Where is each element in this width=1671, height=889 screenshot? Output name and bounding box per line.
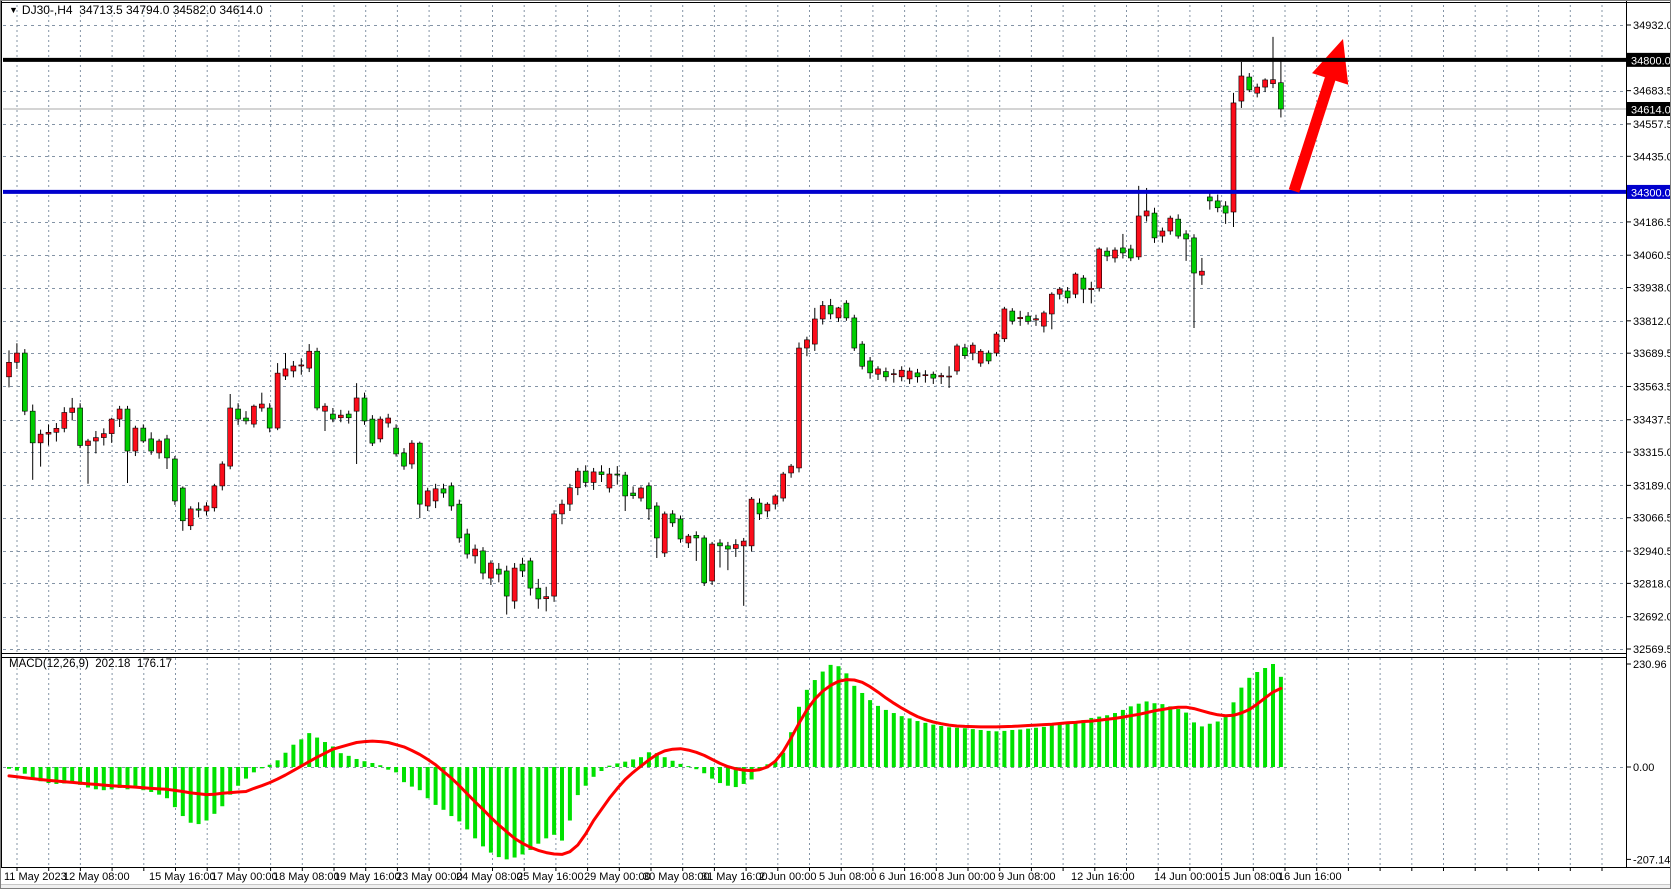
macd-indicator-label: MACD(12,26,9) 202.18 176.17	[9, 658, 172, 670]
svg-text:5 Jun 08:00: 5 Jun 08:00	[819, 871, 877, 883]
svg-text:11 May 2023: 11 May 2023	[4, 871, 67, 883]
svg-text:34435.0: 34435.0	[1633, 151, 1671, 163]
svg-text:-207.14: -207.14	[1633, 854, 1670, 866]
svg-text:23 May 00:00: 23 May 00:00	[396, 871, 463, 883]
svg-text:16 Jun 16:00: 16 Jun 16:00	[1278, 871, 1342, 883]
macd-name: MACD(12,26,9)	[9, 658, 89, 670]
svg-text:17 May 00:00: 17 May 00:00	[211, 871, 278, 883]
svg-text:33189.0: 33189.0	[1633, 480, 1671, 492]
svg-text:230.96: 230.96	[1633, 659, 1667, 671]
svg-text:24 May 08:00: 24 May 08:00	[456, 871, 523, 883]
svg-text:32692.0: 32692.0	[1633, 612, 1671, 624]
macd-signal-line	[7, 678, 1283, 856]
svg-text:34800.0: 34800.0	[1631, 55, 1671, 67]
svg-text:33689.5: 33689.5	[1633, 348, 1671, 360]
price-badge: 34614.0	[1627, 101, 1671, 116]
svg-text:29 May 00:00: 29 May 00:00	[584, 871, 651, 883]
svg-text:34300.0: 34300.0	[1631, 187, 1671, 199]
svg-text:0.00: 0.00	[1633, 762, 1654, 774]
svg-text:33437.5: 33437.5	[1633, 415, 1671, 427]
ohlc-readout: 34713.5 34794.0 34582.0 34614.0	[79, 3, 263, 17]
svg-text:33563.5: 33563.5	[1633, 381, 1671, 393]
svg-text:25 May 16:00: 25 May 16:00	[517, 871, 584, 883]
svg-text:14 Jun 00:00: 14 Jun 00:00	[1154, 871, 1218, 883]
pane-borders	[1, 1, 1670, 868]
status-strip	[1, 884, 1670, 888]
macd-value: 202.18	[95, 658, 131, 670]
svg-text:33938.0: 33938.0	[1633, 283, 1671, 295]
svg-text:2 Jun 00:00: 2 Jun 00:00	[759, 871, 817, 883]
svg-text:15 May 16:00: 15 May 16:00	[149, 871, 216, 883]
symbol-dropdown-icon[interactable]: ▼	[9, 5, 18, 15]
svg-text:34683.5: 34683.5	[1633, 86, 1671, 98]
svg-text:33066.5: 33066.5	[1633, 513, 1671, 525]
svg-text:30 May 08:00: 30 May 08:00	[643, 871, 710, 883]
price-badge: 34800.0	[1627, 52, 1671, 67]
svg-text:12 May 08:00: 12 May 08:00	[63, 871, 130, 883]
svg-text:31 May 16:00: 31 May 16:00	[701, 871, 768, 883]
svg-text:34060.5: 34060.5	[1633, 250, 1671, 262]
chart-title-overlay: ▼ DJ30-,H4 34713.5 34794.0 34582.0 34614.…	[9, 3, 263, 17]
main-chart-pane[interactable]	[3, 3, 1626, 653]
price-badge: 34300.0	[1627, 184, 1671, 199]
svg-text:9 Jun 08:00: 9 Jun 08:00	[998, 871, 1056, 883]
svg-text:32940.5: 32940.5	[1633, 546, 1671, 558]
svg-text:34932.0: 34932.0	[1633, 20, 1671, 32]
trend-arrow-annotation[interactable]	[1288, 39, 1349, 193]
symbol-period-label: DJ30-,H4	[21, 3, 73, 17]
svg-text:34614.0: 34614.0	[1631, 104, 1671, 116]
price-axis: 34932.0 34683.5 34557.5 34435.0 34186.5 34060…	[1626, 20, 1671, 656]
svg-text:19 May 16:00: 19 May 16:00	[334, 871, 401, 883]
macd-signal-value: 176.17	[136, 658, 173, 670]
candles-layer	[6, 36, 1284, 615]
grid-lines	[3, 5, 1626, 866]
svg-text:32569.5: 32569.5	[1633, 644, 1671, 656]
macd-histogram	[7, 663, 1283, 860]
svg-text:32818.0: 32818.0	[1633, 578, 1671, 590]
svg-text:15 Jun 08:00: 15 Jun 08:00	[1218, 871, 1282, 883]
svg-text:18 May 08:00: 18 May 08:00	[273, 871, 340, 883]
svg-text:33812.0: 33812.0	[1633, 316, 1671, 328]
svg-text:33315.0: 33315.0	[1633, 447, 1671, 459]
svg-text:12 Jun 16:00: 12 Jun 16:00	[1071, 871, 1135, 883]
macd-pane[interactable]	[3, 657, 1626, 867]
macd-axis: 230.96 0.00 -207.14	[1626, 659, 1670, 866]
svg-text:8 Jun 00:00: 8 Jun 00:00	[938, 871, 996, 883]
svg-text:34186.5: 34186.5	[1633, 217, 1671, 229]
svg-text:34557.5: 34557.5	[1633, 119, 1671, 131]
svg-text:6 Jun 16:00: 6 Jun 16:00	[879, 871, 937, 883]
